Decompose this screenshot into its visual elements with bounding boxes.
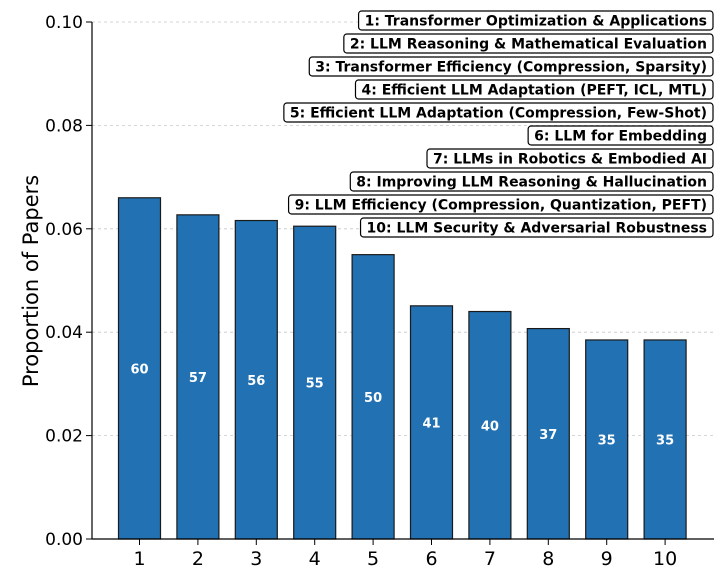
legend-entry-box xyxy=(308,56,714,77)
x-tick-label: 6 xyxy=(425,548,437,570)
legend-entry: 1: Transformer Optimization & Applicatio… xyxy=(357,10,714,31)
x-tick-label: 2 xyxy=(192,548,204,570)
legend-entry-box xyxy=(527,125,714,146)
legend-entry-box xyxy=(357,10,714,31)
bar xyxy=(643,339,687,540)
bar xyxy=(351,254,395,540)
legend-entry-text: 5: Efficient LLM Adaptation (Compression… xyxy=(290,106,707,122)
legend-entry-box xyxy=(359,217,714,238)
legend-entry-text: 8: Improving LLM Reasoning & Hallucinati… xyxy=(356,175,707,191)
legend-entry: 6: LLM for Embedding xyxy=(527,125,714,146)
legend-entry-box xyxy=(343,33,714,54)
legend-entry-box xyxy=(354,79,714,100)
x-tick-label: 3 xyxy=(250,548,262,570)
legend-entry: 10: LLM Security & Adversarial Robustnes… xyxy=(359,217,714,238)
bar-count-label: 35 xyxy=(598,433,616,448)
x-tick-label: 8 xyxy=(542,548,554,570)
legend-entry: 9: LLM Efficiency (Compression, Quantiza… xyxy=(287,194,714,215)
legend-entry-box xyxy=(349,171,714,192)
bar xyxy=(585,339,629,540)
legend-entry-text: 9: LLM Efficiency (Compression, Quantiza… xyxy=(295,198,707,214)
bar-count-label: 56 xyxy=(247,374,265,389)
legend-entry-box xyxy=(287,194,714,215)
bars: 60 57 56 55 50 41 40 37 35 35 xyxy=(117,197,687,540)
x-ticks: 1 2 3 4 5 6 7 8 9 10 xyxy=(133,539,677,570)
legend-entry-text: 7: LLMs in Robotics & Embodied AI xyxy=(433,152,707,168)
x-tick-label: 10 xyxy=(653,548,677,570)
legend-entry: 3: Transformer Efficiency (Compression, … xyxy=(308,56,714,77)
bar-count-label: 35 xyxy=(656,433,674,448)
y-ticks: 0.00 0.02 0.04 0.06 0.08 0.10 xyxy=(45,13,92,550)
bar-count-label: 60 xyxy=(130,362,148,377)
legend-entry-text: 3: Transformer Efficiency (Compression, … xyxy=(315,60,707,76)
legend-entry: 4: Efficient LLM Adaptation (PEFT, ICL, … xyxy=(354,79,714,100)
legend-entry-text: 1: Transformer Optimization & Applicatio… xyxy=(365,14,707,30)
legend: 1: Transformer Optimization & Applicatio… xyxy=(283,10,714,238)
bar xyxy=(234,219,278,540)
x-tick-label: 5 xyxy=(367,548,379,570)
bar xyxy=(409,305,454,540)
x-tick-label: 7 xyxy=(484,548,496,570)
legend-entry: 2: LLM Reasoning & Mathematical Evaluati… xyxy=(343,33,714,54)
legend-entry: 8: Improving LLM Reasoning & Hallucinati… xyxy=(349,171,714,192)
y-tick-label: 0.06 xyxy=(45,220,83,240)
y-tick-label: 0.00 xyxy=(45,530,83,550)
bar-count-label: 41 xyxy=(422,416,440,431)
bar-count-label: 55 xyxy=(306,377,324,392)
x-tick-label: 4 xyxy=(309,548,321,570)
legend-entry-text: 6: LLM for Embedding xyxy=(534,129,707,145)
y-axis-label: Proportion of Papers xyxy=(19,175,43,387)
y-tick-label: 0.08 xyxy=(45,116,83,136)
legend-entry: 7: LLMs in Robotics & Embodied AI xyxy=(426,148,714,169)
bar-count-label: 37 xyxy=(539,428,557,443)
x-tick-label: 9 xyxy=(601,548,613,570)
y-tick-label: 0.10 xyxy=(45,13,83,33)
legend-entry-text: 10: LLM Security & Adversarial Robustnes… xyxy=(367,221,707,237)
bar xyxy=(176,214,220,540)
legend-entry-box xyxy=(426,148,714,169)
bar xyxy=(117,197,162,540)
axes xyxy=(91,22,714,540)
bar xyxy=(293,225,337,540)
legend-entry-text: 2: LLM Reasoning & Mathematical Evaluati… xyxy=(350,37,707,53)
legend-entry-box xyxy=(283,102,714,123)
y-tick-label: 0.02 xyxy=(45,427,83,447)
bar-count-label: 50 xyxy=(364,391,382,406)
x-tick-label: 1 xyxy=(133,548,145,570)
legend-entry: 5: Efficient LLM Adaptation (Compression… xyxy=(283,102,714,123)
legend-entry-text: 4: Efficient LLM Adaptation (PEFT, ICL, … xyxy=(361,83,707,99)
bar-count-label: 57 xyxy=(189,371,207,386)
y-tick-label: 0.04 xyxy=(45,323,83,343)
bar-count-label: 40 xyxy=(481,419,499,434)
